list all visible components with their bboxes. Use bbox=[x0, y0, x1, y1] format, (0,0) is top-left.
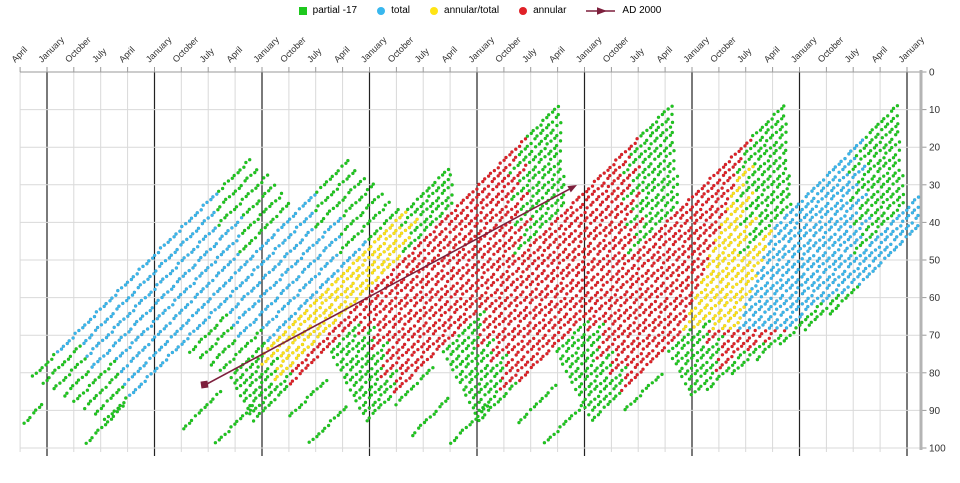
svg-text:60: 60 bbox=[929, 293, 941, 304]
svg-text:October: October bbox=[816, 35, 846, 65]
data-points bbox=[23, 104, 921, 445]
svg-text:October: October bbox=[493, 35, 523, 65]
legend-item-annular: annular bbox=[519, 5, 566, 16]
svg-text:January: January bbox=[144, 34, 174, 64]
legend-label-annular-total: annular/total bbox=[444, 5, 499, 16]
svg-text:April: April bbox=[332, 45, 352, 65]
svg-text:90: 90 bbox=[929, 406, 941, 417]
svg-text:July: July bbox=[413, 46, 432, 65]
annular-dot-icon bbox=[519, 7, 527, 15]
svg-text:January: January bbox=[789, 34, 819, 64]
svg-text:April: April bbox=[224, 45, 244, 65]
svg-text:January: January bbox=[251, 34, 281, 64]
svg-text:April: April bbox=[117, 45, 137, 65]
svg-text:July: July bbox=[735, 46, 754, 65]
partial-square-icon bbox=[299, 7, 307, 15]
annular-total-dot-icon bbox=[430, 7, 438, 15]
legend-label-ad2000: AD 2000 bbox=[622, 5, 661, 16]
svg-text:January: January bbox=[681, 34, 711, 64]
svg-text:October: October bbox=[601, 35, 631, 65]
legend-item-ad2000: AD 2000 bbox=[586, 5, 661, 16]
svg-text:July: July bbox=[628, 46, 647, 65]
legend-label-partial: partial -17 bbox=[313, 5, 357, 16]
svg-text:October: October bbox=[171, 35, 201, 65]
svg-text:April: April bbox=[9, 45, 29, 65]
svg-text:October: October bbox=[386, 35, 416, 65]
legend-label-annular: annular bbox=[533, 5, 566, 16]
svg-text:January: January bbox=[466, 34, 496, 64]
legend-item-total: total bbox=[377, 5, 410, 16]
svg-text:30: 30 bbox=[929, 180, 941, 191]
svg-text:January: January bbox=[36, 34, 66, 64]
total-dot-icon bbox=[377, 7, 385, 15]
svg-text:October: October bbox=[708, 35, 738, 65]
svg-text:0: 0 bbox=[929, 68, 935, 79]
svg-text:April: April bbox=[439, 45, 459, 65]
svg-text:40: 40 bbox=[929, 218, 941, 229]
chart-legend: partial -17 total annular/total annular … bbox=[0, 5, 960, 16]
legend-item-partial: partial -17 bbox=[299, 5, 357, 16]
svg-text:April: April bbox=[654, 45, 674, 65]
ad2000-arrow-icon bbox=[586, 6, 616, 16]
svg-text:July: July bbox=[843, 46, 862, 65]
svg-text:October: October bbox=[63, 35, 93, 65]
svg-text:January: January bbox=[574, 34, 604, 64]
svg-text:April: April bbox=[547, 45, 567, 65]
svg-text:80: 80 bbox=[929, 368, 941, 379]
svg-text:April: April bbox=[869, 45, 889, 65]
svg-text:April: April bbox=[762, 45, 782, 65]
legend-item-annular-total: annular/total bbox=[430, 5, 499, 16]
svg-text:January: January bbox=[359, 34, 389, 64]
svg-text:20: 20 bbox=[929, 143, 941, 154]
svg-text:July: July bbox=[520, 46, 539, 65]
svg-text:July: July bbox=[305, 46, 324, 65]
svg-text:100: 100 bbox=[929, 444, 946, 455]
svg-text:October: October bbox=[278, 35, 308, 65]
legend-label-total: total bbox=[391, 5, 410, 16]
svg-text:10: 10 bbox=[929, 105, 941, 116]
svg-text:January: January bbox=[896, 34, 926, 64]
svg-text:50: 50 bbox=[929, 256, 941, 267]
svg-text:July: July bbox=[198, 46, 217, 65]
y-axis-labels: 0 10 20 30 40 50 60 70 80 90 100 bbox=[929, 68, 946, 455]
svg-text:July: July bbox=[90, 46, 109, 65]
svg-text:70: 70 bbox=[929, 331, 941, 342]
